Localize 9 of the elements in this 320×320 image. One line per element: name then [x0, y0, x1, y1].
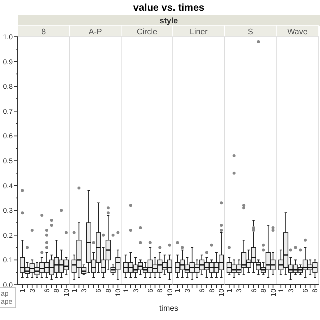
text: times [159, 304, 179, 313]
chart-title: Circle [137, 28, 158, 36]
chart-title: A-P [88, 28, 102, 36]
text: value vs. times [133, 3, 206, 14]
chart-title: Liner [190, 28, 208, 36]
chart-title: Wave [288, 28, 308, 36]
chart-title: S [248, 28, 254, 36]
text: style [160, 16, 179, 26]
chart-title: 8 [42, 28, 47, 36]
